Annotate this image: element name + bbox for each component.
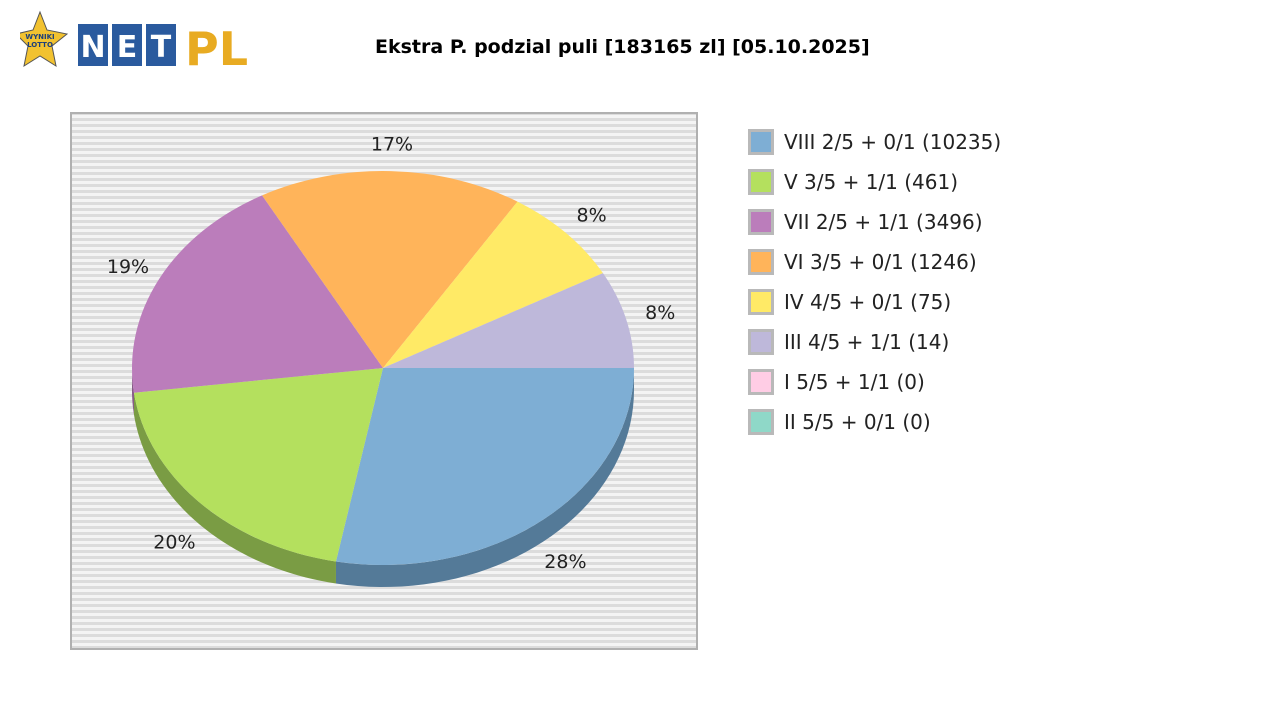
logo-letter-t: T: [151, 30, 172, 65]
legend-label: V 3/5 + 1/1 (461): [784, 170, 959, 194]
legend-item: VI 3/5 + 0/1 (1246): [748, 242, 1001, 282]
legend-label: VI 3/5 + 0/1 (1246): [784, 250, 977, 274]
pie-slice: [133, 368, 383, 562]
legend: VIII 2/5 + 0/1 (10235) V 3/5 + 1/1 (461)…: [748, 122, 1001, 442]
legend-item: V 3/5 + 1/1 (461): [748, 162, 1001, 202]
legend-item: IV 4/5 + 0/1 (75): [748, 282, 1001, 322]
legend-item: VII 2/5 + 1/1 (3496): [748, 202, 1001, 242]
pie-percent-label: 8%: [577, 204, 607, 226]
legend-item: II 5/5 + 0/1 (0): [748, 402, 1001, 442]
legend-swatch: [748, 129, 774, 155]
legend-label: I 5/5 + 1/1 (0): [784, 370, 925, 394]
legend-swatch: [748, 329, 774, 355]
pie-percent-label: 20%: [153, 532, 195, 554]
pie-percent-label: 17%: [371, 134, 413, 156]
pie-slice: [383, 273, 634, 368]
pie-percent-label: 8%: [645, 302, 675, 324]
legend-label: VIII 2/5 + 0/1 (10235): [784, 130, 1002, 154]
netpl-logo: WYNIKI LOTTO N E T PL: [20, 10, 248, 70]
legend-swatch: [748, 409, 774, 435]
pie-slice-side: [132, 368, 134, 415]
legend-swatch: [748, 289, 774, 315]
pie-percent-label: 28%: [544, 551, 586, 573]
pie-slice: [132, 195, 383, 393]
pie-slice: [383, 201, 603, 368]
logo-letter-e: E: [117, 30, 138, 65]
pie-slice: [262, 171, 518, 368]
legend-label: IV 4/5 + 0/1 (75): [784, 290, 952, 314]
legend-swatch: [748, 169, 774, 195]
pie-chart: 28% 20% 19% 17% 8% 8%: [70, 112, 698, 650]
pie-slice-side: [133, 392, 336, 584]
legend-item: III 4/5 + 1/1 (14): [748, 322, 1001, 362]
chart-title: Ekstra P. podzial puli [183165 zl] [05.1…: [375, 36, 870, 58]
legend-item: I 5/5 + 1/1 (0): [748, 362, 1001, 402]
logo-letter-n: N: [80, 30, 105, 65]
logo-badge-text-1: WYNIKI: [25, 33, 54, 41]
star-badge-icon: [20, 10, 69, 68]
legend-label: II 5/5 + 0/1 (0): [784, 410, 931, 434]
legend-label: VII 2/5 + 1/1 (3496): [784, 210, 983, 234]
legend-swatch: [748, 249, 774, 275]
pie-slice: [335, 368, 634, 565]
legend-swatch: [748, 369, 774, 395]
legend-label: III 4/5 + 1/1 (14): [784, 330, 950, 354]
logo-pl-text: PL: [185, 22, 248, 70]
legend-item: VIII 2/5 + 0/1 (10235): [748, 122, 1001, 162]
pie-percent-label: 19%: [107, 256, 149, 278]
legend-swatch: [748, 209, 774, 235]
pie-slice-side: [335, 368, 634, 587]
logo-badge-text-2: LOTTO: [27, 41, 53, 49]
